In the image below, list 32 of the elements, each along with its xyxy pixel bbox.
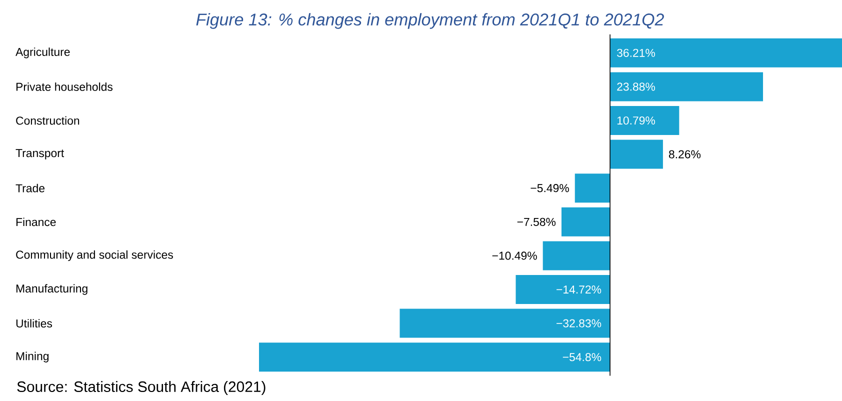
bar <box>610 106 680 136</box>
data-label: −14.72% <box>556 285 602 294</box>
y-tick-label: Finance <box>16 218 56 226</box>
y-tick-label: Private households <box>16 82 113 91</box>
bar <box>574 174 610 203</box>
y-tick-label: Manufacturing <box>16 284 88 295</box>
bar <box>610 72 764 102</box>
bar <box>561 207 610 236</box>
y-tick-label: Community and social services <box>16 250 173 262</box>
bar <box>400 308 610 338</box>
data-label: 23.88% <box>617 82 656 91</box>
data-label: 36.21% <box>617 48 656 57</box>
bar <box>610 38 842 68</box>
data-label: 8.26% <box>668 150 701 158</box>
y-tick-label: Utilities <box>16 319 52 328</box>
y-tick-label: Mining <box>16 352 49 362</box>
data-label: −7.58% <box>517 218 556 226</box>
data-label: −5.49% <box>530 184 569 192</box>
y-tick-label: Trade <box>16 184 45 192</box>
y-tick-label: Construction <box>16 116 80 125</box>
y-tick-label: Transport <box>16 149 64 160</box>
data-label: −32.83% <box>556 319 602 328</box>
data-label: 10.79% <box>617 116 656 125</box>
source-note: Source: Statistics South Africa (2021) <box>17 381 266 395</box>
y-tick-label: Agriculture <box>16 48 70 58</box>
bar <box>542 241 610 270</box>
bar <box>610 140 663 169</box>
bar <box>516 275 610 304</box>
bar <box>259 342 610 372</box>
data-label: −10.49% <box>492 252 537 260</box>
data-label: −54.8% <box>562 353 602 362</box>
chart-title: Figure 13: % changes in employment from 2021Q1 to 2021Q2 <box>196 13 664 29</box>
